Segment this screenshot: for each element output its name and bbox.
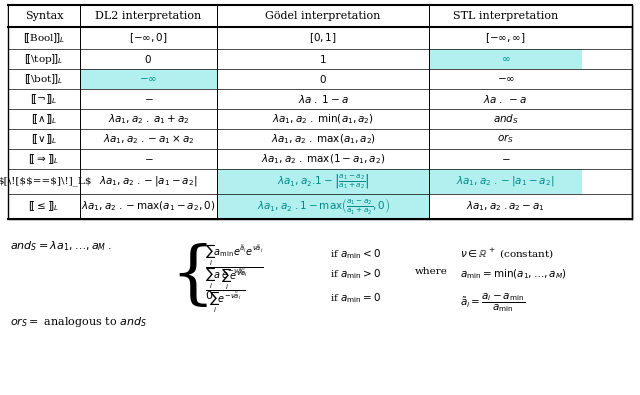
Text: $-$: $-$ <box>501 154 511 164</box>
Text: $-\infty$: $-\infty$ <box>140 75 157 83</box>
Text: $[\![$$\Rightarrow$$]\!]_L$: $[\![$$\Rightarrow$$]\!]_L$ <box>28 152 60 166</box>
Text: $[\![$\top$]\!]_L$: $[\![$\top$]\!]_L$ <box>24 52 63 66</box>
Text: $or_S$: $or_S$ <box>497 133 514 145</box>
Text: $0$: $0$ <box>145 53 152 65</box>
Text: $\tilde{a}_i = \dfrac{a_i - a_{\min}}{a_{\min}}$: $\tilde{a}_i = \dfrac{a_i - a_{\min}}{a_… <box>460 291 525 314</box>
Bar <box>429 49 582 69</box>
Text: DL2 interpretation: DL2 interpretation <box>95 11 202 21</box>
Text: if $a_{\min} < 0$: if $a_{\min} < 0$ <box>330 247 381 261</box>
Bar <box>8 5 80 27</box>
Text: $[\![$$\neg$$]\!]_L$: $[\![$$\neg$$]\!]_L$ <box>30 92 58 106</box>
Text: $and_S$: $and_S$ <box>493 112 518 126</box>
Text: $[\![$\bot$]\!]_L$: $[\![$\bot$]\!]_L$ <box>24 72 63 86</box>
Text: STL interpretation: STL interpretation <box>453 11 558 21</box>
Text: $[\![$$\leq$$]\!]_L$: $[\![$$\leq$$]\!]_L$ <box>28 199 60 213</box>
Bar <box>8 5 632 27</box>
Text: $-$: $-$ <box>143 94 153 103</box>
Text: $\lambda a_1,a_2\;.- \max(a_1-a_2,0)$: $\lambda a_1,a_2\;.- \max(a_1-a_2,0)$ <box>81 200 216 213</box>
Bar <box>217 169 429 194</box>
Text: $\lambda a_1,a_2\;.-|a_1-a_2|$: $\lambda a_1,a_2\;.-|a_1-a_2|$ <box>456 175 555 188</box>
Text: $\lambda a_1,a_2.1-\left|\frac{a_1-a_2}{a_1+a_2}\right|$: $\lambda a_1,a_2.1-\left|\frac{a_1-a_2}{… <box>276 172 369 191</box>
Text: $\lambda a_1,a_2\;.\;\min(a_1,a_2)$: $\lambda a_1,a_2\;.\;\min(a_1,a_2)$ <box>272 112 374 126</box>
Text: $[-\infty,0]$: $[-\infty,0]$ <box>129 31 168 45</box>
Text: $\lambda a_1,a_2\;.1-\max\left(\frac{a_1-a_2}{a_1+a_2},0\right)$: $\lambda a_1,a_2\;.1-\max\left(\frac{a_1… <box>257 196 390 216</box>
Text: $\lambda a_1,a_2\;.\;\max(1-a_1,a_2)$: $\lambda a_1,a_2\;.\;\max(1-a_1,a_2)$ <box>261 152 385 166</box>
Text: $[\![$$\wedge$$]\!]_L$: $[\![$$\wedge$$]\!]_L$ <box>31 112 57 126</box>
Text: $[\![$$==$]\!]_L$: $[\![$$==$]\!]_L$ <box>0 177 91 186</box>
Text: $a_{\min} = \min(a_1,\ldots,a_M)$: $a_{\min} = \min(a_1,\ldots,a_M)$ <box>460 267 567 280</box>
Bar <box>80 69 217 89</box>
Text: $\infty$: $\infty$ <box>501 55 510 64</box>
Text: Gödel interpretation: Gödel interpretation <box>266 11 381 21</box>
Text: if $a_{\min} = 0$: if $a_{\min} = 0$ <box>330 291 381 305</box>
Bar <box>80 5 217 27</box>
Text: $\lambda a\;.\;1-a$: $\lambda a\;.\;1-a$ <box>298 93 349 105</box>
Text: $\dfrac{\sum_i a_{\min} e^{\tilde{a}_i} e^{\nu \tilde{a}_i}}{\sum_i e^{\nu \tild: $\dfrac{\sum_i a_{\min} e^{\tilde{a}_i} … <box>205 242 264 292</box>
Bar <box>217 194 429 219</box>
Text: $[\![$Bool$]\!]_L$: $[\![$Bool$]\!]_L$ <box>23 31 65 45</box>
Text: $and_S = \lambda a_1,\ldots,a_M\;.$: $and_S = \lambda a_1,\ldots,a_M\;.$ <box>10 239 112 253</box>
Text: $\lambda a_1,a_2\;.a_2-a_1$: $\lambda a_1,a_2\;.a_2-a_1$ <box>466 199 545 213</box>
Bar <box>429 169 582 194</box>
Bar <box>429 5 582 27</box>
Text: $1$: $1$ <box>319 53 327 65</box>
Text: $\dfrac{\sum_i a\, e^{-\nu \tilde{a}_i}}{\sum_i e^{-\nu \tilde{a}_i}}$: $\dfrac{\sum_i a\, e^{-\nu \tilde{a}_i}}… <box>205 265 246 315</box>
Text: $\nu \in \mathbb{R}^+$ (constant): $\nu \in \mathbb{R}^+$ (constant) <box>460 247 554 261</box>
Text: $\lambda a_1,a_2\;.-a_1 \times a_2$: $\lambda a_1,a_2\;.-a_1 \times a_2$ <box>102 132 194 146</box>
Text: Syntax: Syntax <box>24 11 63 21</box>
Text: if $a_{\min} > 0$: if $a_{\min} > 0$ <box>330 267 381 281</box>
Text: $-$: $-$ <box>143 154 153 164</box>
Text: $0$: $0$ <box>205 289 213 301</box>
Text: $[\![$$\vee$$]\!]_L$: $[\![$$\vee$$]\!]_L$ <box>31 132 57 146</box>
Text: $\lambda a_1,a_2\;.-|a_1-a_2|$: $\lambda a_1,a_2\;.-|a_1-a_2|$ <box>99 175 198 188</box>
Text: $0$: $0$ <box>319 73 327 85</box>
Text: $or_S =$ analogous to $and_S$: $or_S =$ analogous to $and_S$ <box>10 315 147 329</box>
Bar <box>217 5 429 27</box>
Text: where: where <box>415 267 448 276</box>
Text: $\lambda a_1,a_2\;.\;a_1+a_2$: $\lambda a_1,a_2\;.\;a_1+a_2$ <box>108 112 189 126</box>
Text: $\lambda a_1,a_2\;.\;\max(a_1,a_2)$: $\lambda a_1,a_2\;.\;\max(a_1,a_2)$ <box>271 132 376 146</box>
Text: {: { <box>170 243 214 310</box>
Text: $\lambda a\;.\;-a$: $\lambda a\;.\;-a$ <box>483 93 528 105</box>
Bar <box>8 5 632 219</box>
Text: $-\infty$: $-\infty$ <box>497 75 515 83</box>
Text: $[0,1]$: $[0,1]$ <box>309 31 337 45</box>
Text: $[-\infty,\infty]$: $[-\infty,\infty]$ <box>485 31 526 45</box>
